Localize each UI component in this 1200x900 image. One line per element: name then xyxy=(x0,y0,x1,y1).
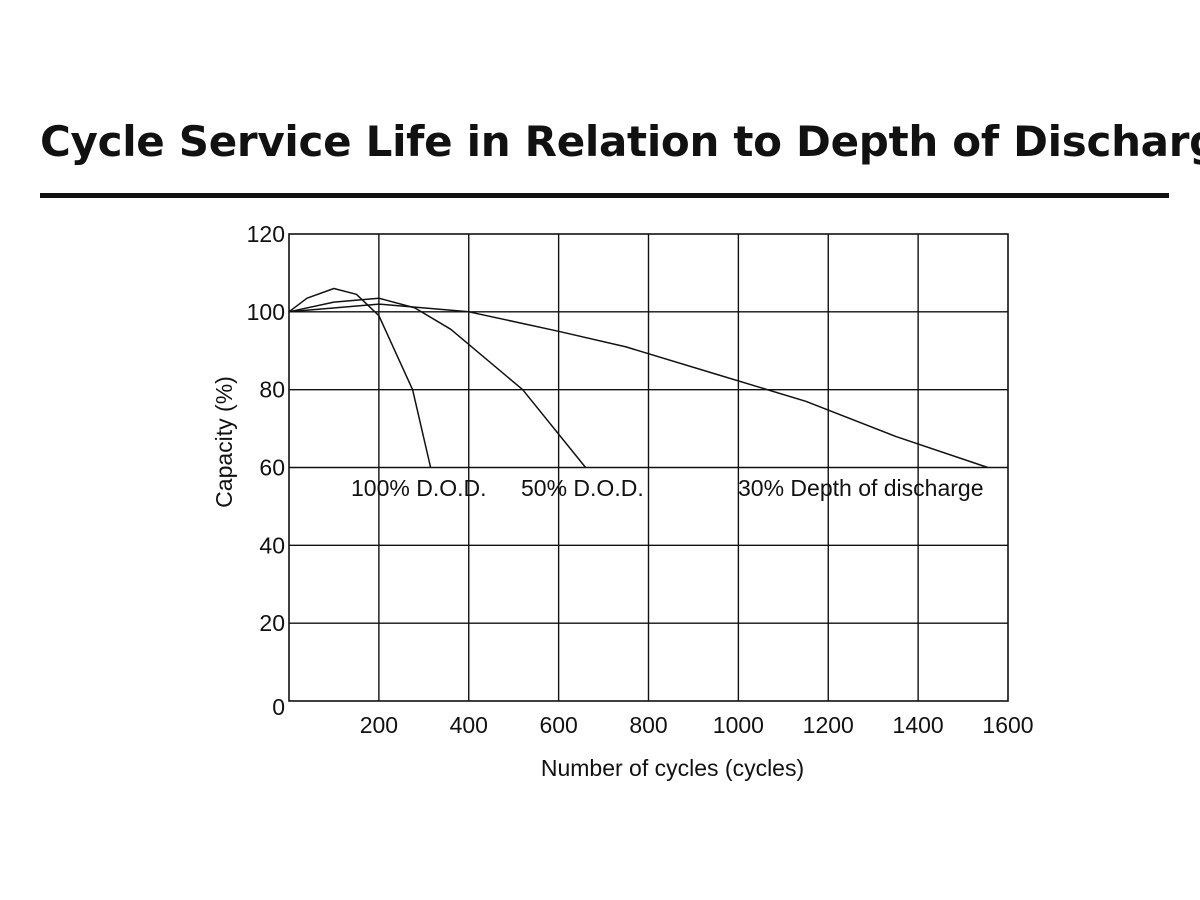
series-line-2 xyxy=(288,297,587,468)
y-tick-label-0: 0 xyxy=(272,694,285,720)
series-line-3 xyxy=(288,303,989,469)
series-labels: 100% D.O.D. 50% D.O.D. 30% Depth of discha… xyxy=(351,475,984,501)
title-divider xyxy=(40,193,1169,198)
y-tick-label-100: 100 xyxy=(247,299,285,325)
x-tick-label-1200: 1200 xyxy=(803,712,854,738)
series-label-3: 30% Depth of discharge xyxy=(738,475,984,501)
series-lines xyxy=(288,287,989,469)
y-tick-label-120: 120 xyxy=(247,221,285,247)
x-tick-label-800: 800 xyxy=(629,712,667,738)
x-tick-label-1000: 1000 xyxy=(713,712,764,738)
y-tick-labels: 0 20 40 60 80 100 120 xyxy=(247,221,285,720)
y-axis-title: Capacity (%) xyxy=(211,376,237,508)
page-title: Cycle Service Life in Relation to Depth … xyxy=(40,117,1200,166)
x-axis-title: Number of cycles (cycles) xyxy=(541,755,804,781)
y-tick-label-20: 20 xyxy=(259,610,285,636)
x-tick-label-200: 200 xyxy=(360,712,398,738)
x-tick-label-1400: 1400 xyxy=(893,712,944,738)
x-tick-labels: 200 400 600 800 1000 1200 1400 1600 xyxy=(360,712,1034,738)
series-label-2: 50% D.O.D. xyxy=(521,475,644,501)
series-label-1: 100% D.O.D. xyxy=(351,475,487,501)
y-tick-label-60: 60 xyxy=(259,455,285,481)
x-tick-label-400: 400 xyxy=(450,712,488,738)
grid xyxy=(289,234,1008,701)
y-tick-label-40: 40 xyxy=(259,532,285,558)
x-tick-label-600: 600 xyxy=(539,712,577,738)
series-line-1 xyxy=(288,287,432,468)
plot-frame xyxy=(288,233,1009,702)
x-tick-label-1600: 1600 xyxy=(982,712,1033,738)
y-tick-label-80: 80 xyxy=(259,377,285,403)
